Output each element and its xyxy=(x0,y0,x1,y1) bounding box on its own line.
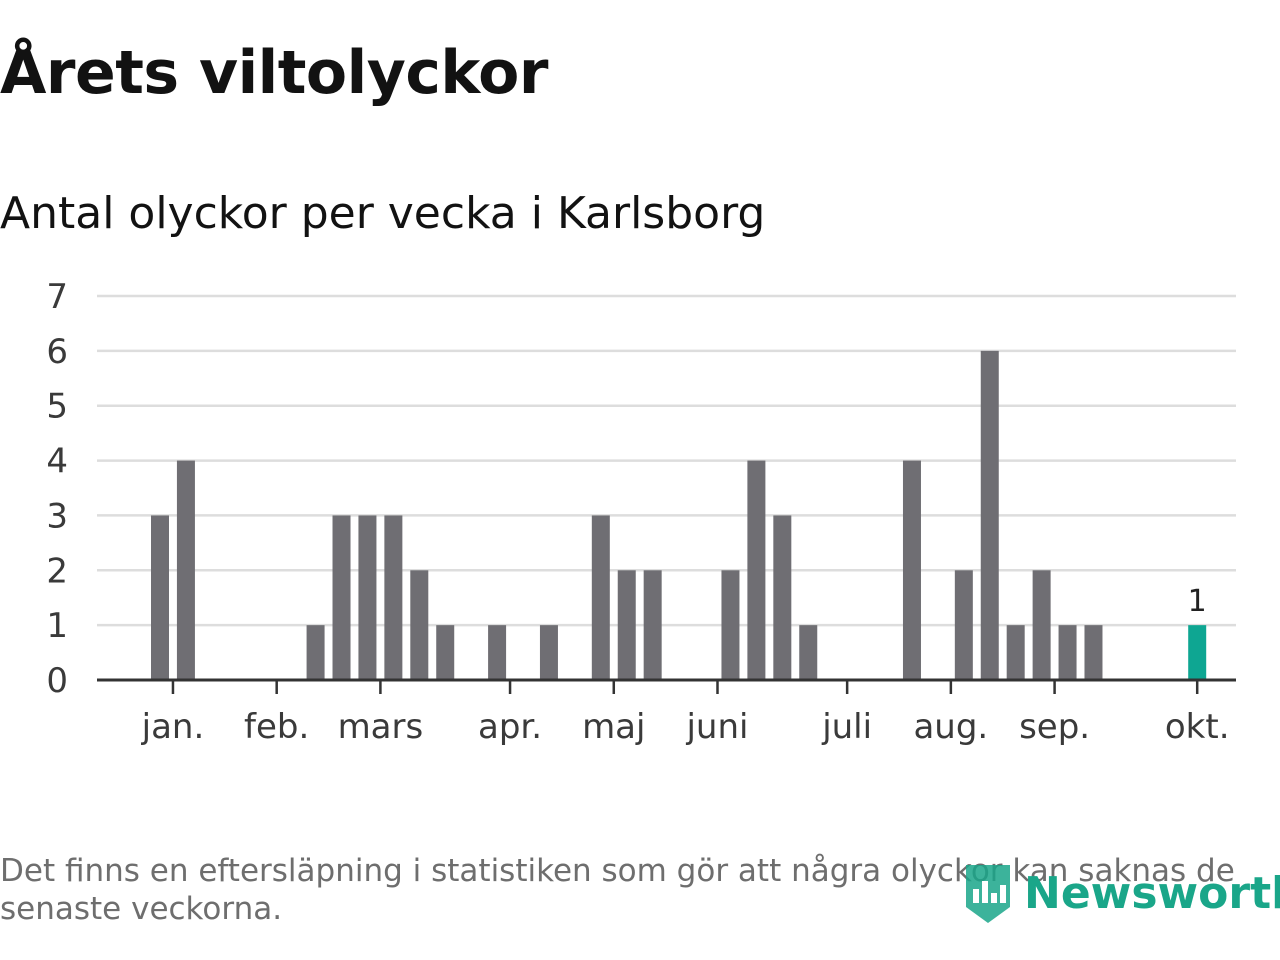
bars xyxy=(151,350,1207,680)
bar-chart: 0 1 2 3 4 5 6 7 jan. feb. mars apr. maj juni juli aug.… xyxy=(46,277,1236,747)
bar xyxy=(488,625,507,680)
x-tick-label: mars xyxy=(338,707,424,747)
bar xyxy=(747,460,766,680)
bar xyxy=(176,460,195,680)
bar-current-week xyxy=(1188,625,1207,680)
y-tick-label: 6 xyxy=(46,332,68,372)
x-tick-label: sep. xyxy=(1019,707,1090,747)
newsworthy-logo-text: Newsworthy xyxy=(1024,867,1280,919)
newsworthy-chart-icon xyxy=(966,865,1010,923)
bar xyxy=(151,515,169,680)
bar xyxy=(1084,625,1103,680)
y-tick-label: 3 xyxy=(46,496,68,536)
bar xyxy=(773,515,792,680)
bar xyxy=(1006,625,1025,680)
bar xyxy=(384,515,403,680)
x-tick-label: aug. xyxy=(913,707,988,747)
x-tick-label: maj xyxy=(582,707,645,747)
y-axis-labels: 0 1 2 3 4 5 6 7 xyxy=(46,277,68,701)
y-tick-label: 4 xyxy=(46,442,68,482)
x-tick-label: feb. xyxy=(244,707,309,747)
bar xyxy=(643,570,662,680)
bar xyxy=(954,570,973,680)
y-tick-label: 0 xyxy=(46,661,68,701)
newsworthy-logo: Newsworthy xyxy=(962,858,1280,928)
bar xyxy=(306,625,325,680)
x-tick-label: apr. xyxy=(478,707,542,747)
bar xyxy=(980,350,999,680)
chart-subtitle: Antal olyckor per vecka i Karlsborg xyxy=(0,188,766,239)
x-tick-label: juni xyxy=(685,707,748,747)
x-tick-label: okt. xyxy=(1165,707,1230,747)
y-tick-label: 2 xyxy=(46,551,68,591)
bar xyxy=(358,515,377,680)
bar xyxy=(721,570,740,680)
bar xyxy=(436,625,455,680)
bar xyxy=(539,625,558,680)
y-tick-label: 7 xyxy=(46,277,68,317)
x-tick-label: jan. xyxy=(141,707,205,747)
x-axis-labels: jan. feb. mars apr. maj juni juli aug. sep. okt. xyxy=(141,707,1230,747)
grid-lines xyxy=(97,294,1236,627)
data-labels: 1 xyxy=(1188,584,1207,619)
footnote: Det finns en eftersläpning i statistiken… xyxy=(0,853,1235,927)
bar xyxy=(1032,570,1051,680)
bar xyxy=(332,515,351,680)
x-tick-label: juli xyxy=(821,707,872,747)
y-tick-label: 1 xyxy=(46,606,68,646)
chart-title: Årets viltolyckor xyxy=(0,38,549,108)
bar xyxy=(902,460,921,680)
y-tick-label: 5 xyxy=(46,387,68,427)
bar xyxy=(617,570,636,680)
data-label: 1 xyxy=(1188,584,1207,619)
bar xyxy=(410,570,429,680)
bar xyxy=(1058,625,1077,680)
bar xyxy=(591,515,610,680)
x-axis xyxy=(97,678,1236,694)
bar xyxy=(799,625,818,680)
